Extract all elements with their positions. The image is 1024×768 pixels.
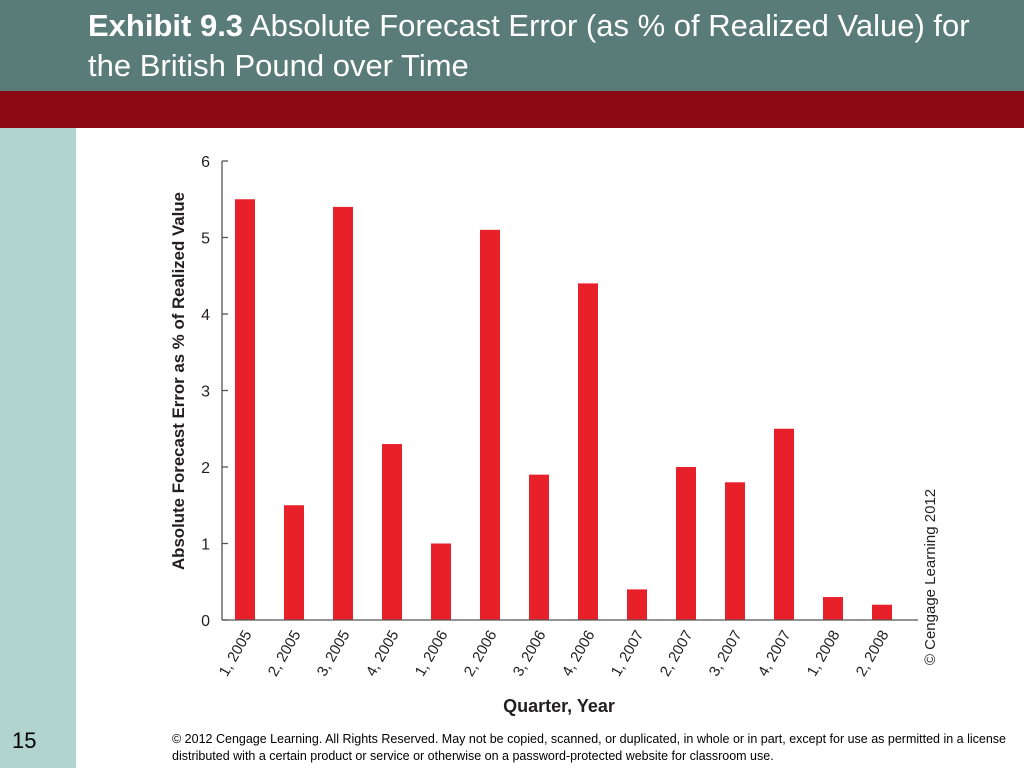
bar (676, 467, 696, 620)
y-tick-label: 5 (201, 231, 210, 248)
x-tick-label: 3, 2005 (314, 628, 354, 680)
x-tick-label: 2, 2005 (265, 628, 305, 680)
chart-annotation: © Cengage Learning 2012 (922, 489, 939, 665)
x-tick-label: 1, 2008 (804, 628, 844, 680)
y-tick-label: 4 (201, 307, 210, 324)
accent-bar (0, 91, 1024, 128)
y-tick-label: 3 (201, 384, 210, 401)
y-tick-label: 1 (201, 537, 210, 554)
bar (529, 474, 549, 620)
slide-title-bold: Exhibit 9.3 (88, 8, 244, 43)
x-tick-label: 4, 2005 (363, 628, 403, 680)
y-tick-label: 0 (201, 613, 210, 630)
bar (480, 229, 500, 620)
bar (774, 428, 794, 620)
slide-title-text: Absolute Forecast Error (as % of Realize… (88, 8, 970, 83)
x-tick-label: 3, 2006 (510, 628, 550, 680)
x-tick-label: 1, 2005 (216, 628, 256, 680)
bar (431, 543, 451, 620)
bar (382, 444, 402, 620)
x-tick-label: 4, 2006 (559, 628, 599, 680)
y-axis-label: Absolute Forecast Error as % of Realized… (169, 192, 188, 570)
bar (333, 206, 353, 620)
x-tick-label: 2, 2006 (461, 628, 501, 680)
bar (627, 589, 647, 620)
copyright-notice: © 2012 Cengage Learning. All Rights Rese… (172, 732, 1007, 763)
x-axis-label: Quarter, Year (503, 696, 615, 716)
y-tick-label: 6 (201, 154, 210, 171)
x-tick-label: 4, 2007 (755, 628, 795, 680)
bar (284, 505, 304, 620)
bar (578, 283, 598, 620)
x-tick-label: 1, 2006 (412, 628, 452, 680)
x-tick-label: 1, 2007 (608, 628, 648, 680)
bars (235, 199, 892, 620)
x-tick-label: 3, 2007 (706, 628, 746, 680)
x-axis: 1, 2005 2, 2005 3, 2005 4, 2005 1, 2006 2, 20… (216, 619, 918, 680)
title-bar: Exhibit 9.3 Absolute Forecast Error (as … (0, 0, 1024, 91)
bar (823, 597, 843, 620)
bar (725, 482, 745, 620)
y-axis: 0 1 2 3 4 5 6 (201, 154, 228, 630)
slide-title: Exhibit 9.3 Absolute Forecast Error (as … (88, 6, 1008, 86)
bar (235, 199, 255, 620)
side-panel (0, 128, 76, 768)
slide-number: 15 (12, 728, 37, 753)
x-tick-label: 2, 2008 (853, 628, 893, 680)
bar (872, 604, 892, 620)
y-tick-label: 2 (201, 460, 210, 477)
x-tick-label: 2, 2007 (657, 628, 697, 680)
